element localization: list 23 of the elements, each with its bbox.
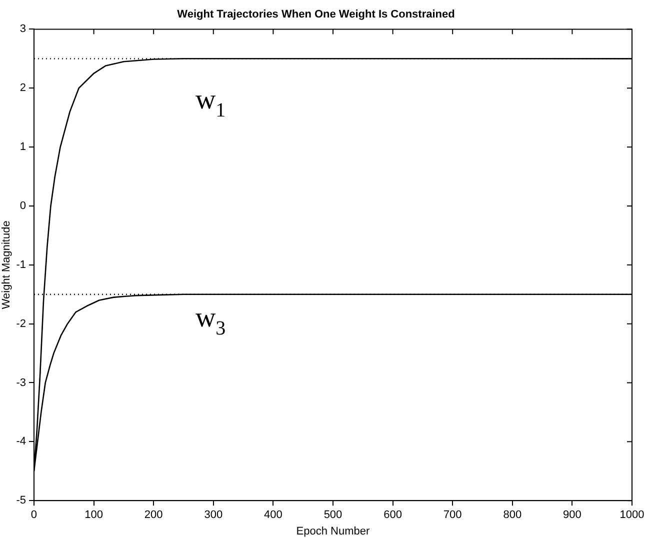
y-tick-label: -2	[16, 318, 26, 330]
y-tick-label: -5	[16, 494, 26, 507]
x-tick-label: 100	[84, 509, 103, 522]
x-tick-label: 200	[144, 509, 163, 522]
x-tick-label: 1000	[620, 509, 644, 522]
x-axis-title: Epoch Number	[296, 525, 370, 538]
x-tick-label: 300	[204, 509, 223, 522]
x-tick-label: 900	[563, 509, 582, 522]
x-tick-label: 800	[503, 509, 522, 522]
x-tick-label: 0	[30, 509, 38, 522]
y-tick-label: -3	[16, 376, 26, 389]
y-tick-label: 1	[20, 141, 26, 154]
x-tick-label: 600	[384, 509, 402, 522]
y-axis-title: Weight Magnitude	[0, 220, 13, 310]
y-tick-label: -1	[16, 258, 26, 271]
y-tick-label: 3	[20, 23, 26, 36]
x-tick-label: 700	[443, 509, 462, 522]
y-tick-label: -4	[16, 436, 26, 448]
chart-title: Weight Trajectories When One Weight Is Constrained	[177, 8, 455, 21]
y-tick-label: 2	[20, 82, 26, 94]
y-tick-label: 0	[20, 200, 26, 212]
x-tick-label: 500	[324, 509, 342, 522]
x-tick-label: 400	[264, 509, 282, 522]
